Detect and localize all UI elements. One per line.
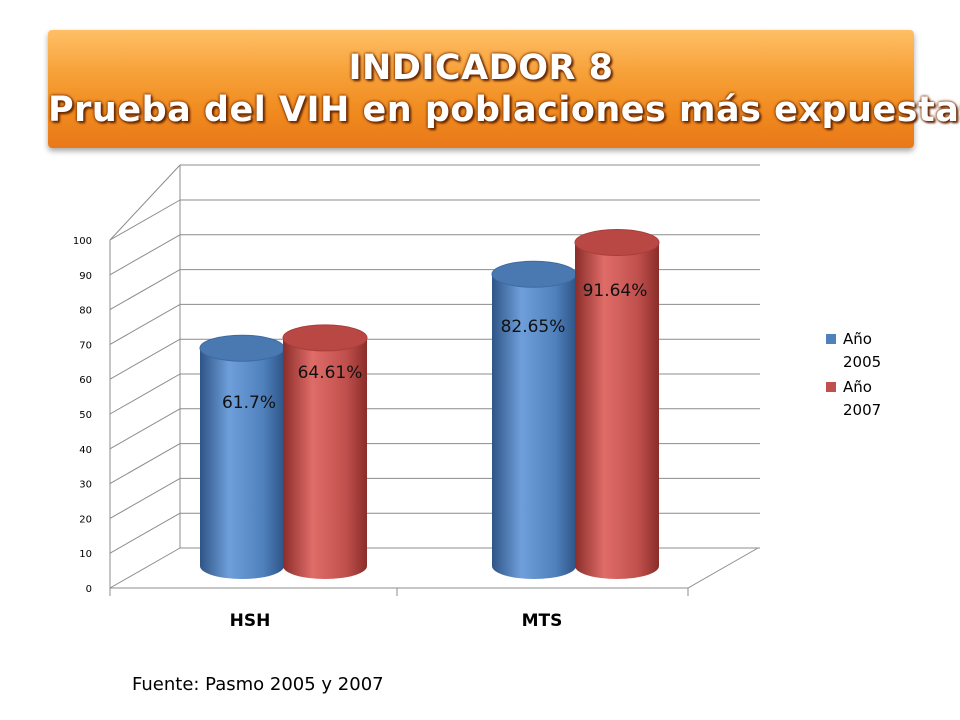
gridline-side <box>109 408 181 450</box>
x-category-label: HSH <box>230 611 271 631</box>
data-label: 64.61% <box>298 363 363 383</box>
bar-hsh-2005 <box>199 334 285 579</box>
bar-mts-2005 <box>491 260 577 579</box>
y-tick-label: 100 <box>73 236 92 247</box>
cylinder-top <box>491 260 577 288</box>
data-label: 82.65% <box>501 317 566 337</box>
y-tick-label: 30 <box>79 480 92 491</box>
legend-label-year: 2005 <box>843 353 881 371</box>
title-line-2: Prueba del VIH en poblaciones más expues… <box>48 90 960 130</box>
cylinder-body <box>200 348 284 579</box>
bar-mts-2007 <box>574 229 660 579</box>
y-tick-label: 20 <box>79 514 92 525</box>
source-note: Fuente: Pasmo 2005 y 2007 <box>132 674 384 695</box>
legend-swatch <box>826 334 836 344</box>
gridline-side <box>109 234 181 276</box>
gridline-side <box>109 443 181 485</box>
cylinder-body <box>575 242 659 579</box>
legend-label: Año <box>843 378 872 396</box>
cylinder-top <box>199 334 285 362</box>
y-tick-label: 10 <box>79 549 92 560</box>
cylinder-body <box>492 274 576 579</box>
legend-label: Año <box>843 330 872 348</box>
title-banner: INDICADOR 8 Prueba del VIH en poblacione… <box>48 30 960 148</box>
gridline-side <box>109 477 181 519</box>
legend-swatch <box>826 382 836 392</box>
data-label: 91.64% <box>583 281 648 301</box>
title-line-1: INDICADOR 8 <box>348 48 614 88</box>
gridline-side <box>109 547 181 589</box>
gridline-side <box>109 303 181 345</box>
y-tick-label: 70 <box>79 340 92 351</box>
gridline-side <box>109 199 181 241</box>
cylinder-top <box>574 229 660 257</box>
y-tick-label: 0 <box>86 584 92 595</box>
gridline-side <box>109 512 181 554</box>
data-label: 61.7% <box>222 393 276 413</box>
gridline-side <box>109 269 181 311</box>
y-tick-label: 40 <box>79 445 92 456</box>
gridline-side <box>109 338 181 380</box>
y-tick-label: 80 <box>79 306 92 317</box>
bar-hsh-2007 <box>282 324 368 579</box>
y-tick-label: 90 <box>79 271 92 282</box>
gridline-side <box>109 373 181 415</box>
legend-label-year: 2007 <box>843 401 881 419</box>
cylinder-body <box>283 337 367 579</box>
y-tick-label: 50 <box>79 410 92 421</box>
x-category-label: MTS <box>522 611 563 631</box>
top-side-edge <box>109 164 181 241</box>
legend: Año 2005 Año 2007 <box>826 330 881 419</box>
cylinder-top <box>282 324 368 352</box>
y-tick-label: 60 <box>79 375 92 386</box>
